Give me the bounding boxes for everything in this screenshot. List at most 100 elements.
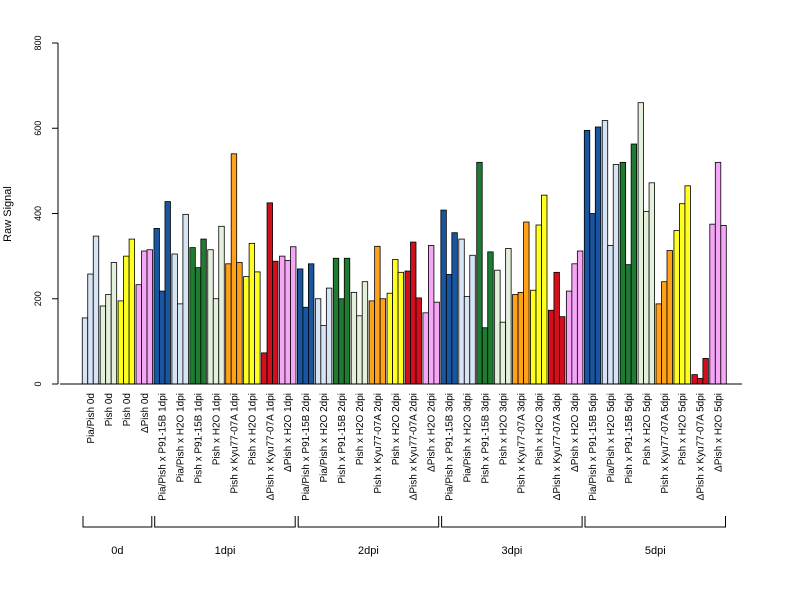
x-tick-label: Pia/Pish 0d [86, 393, 97, 444]
bar [684, 185, 691, 385]
bar [153, 228, 160, 385]
bar [548, 309, 555, 385]
bar [702, 358, 709, 385]
bar [583, 129, 591, 385]
y-axis-label: Raw Signal [2, 186, 14, 242]
y-tick-label: 600 [33, 121, 43, 136]
bar [481, 327, 489, 385]
y-tick-label: 200 [33, 291, 43, 306]
bar [379, 298, 387, 385]
bar [422, 312, 429, 385]
bar [182, 213, 189, 385]
bar [397, 271, 404, 385]
bar [476, 161, 483, 385]
x-tick-label: ΔPish x H2O 3dpi [570, 393, 581, 472]
bar [207, 249, 214, 385]
bar [302, 306, 309, 385]
x-tick-label: Pish x H2O 5dpi [678, 393, 689, 465]
bar [266, 202, 273, 385]
bar [559, 316, 566, 385]
bar [314, 298, 322, 385]
bar [661, 281, 668, 385]
x-tick-label: Pish x P91-15B 3dpi [480, 393, 491, 484]
bar [343, 257, 351, 385]
bar [553, 271, 560, 385]
bar [171, 253, 178, 385]
bar [320, 325, 327, 385]
bar [576, 250, 584, 385]
bar [361, 281, 369, 385]
x-tick-labels: Pia/Pish 0d Pish 0d Pish 0d ΔPish 0d Pia/Pis… [86, 393, 725, 501]
bar [410, 241, 417, 385]
bar [350, 291, 358, 385]
group-label: 3dpi [502, 545, 523, 557]
bar [666, 250, 673, 385]
x-tick-label: ΔPish x Kyu77-07A 2dpi [409, 393, 420, 500]
bar [517, 291, 524, 385]
bar [594, 126, 602, 385]
bar [637, 102, 644, 385]
bar [451, 232, 458, 385]
group-label: 0d [111, 545, 123, 557]
x-tick-label: ΔPish x H2O 1dpi [283, 393, 294, 472]
bar [308, 263, 315, 385]
bar [523, 221, 530, 385]
x-tick-label: Pish x H2O 1dpi [212, 393, 223, 465]
bar [146, 249, 153, 385]
x-tick-label: Pia/Pish x P91-15B 5dpi [588, 393, 599, 501]
bar [123, 255, 130, 385]
bar [189, 247, 196, 385]
bar [236, 262, 243, 385]
bar [284, 259, 291, 385]
bar [440, 209, 447, 385]
x-tick-label: ΔPish 0d [140, 393, 151, 433]
bar [445, 274, 453, 385]
x-tick-label: Pish x H2O 2dpi [391, 393, 402, 465]
x-tick-label: ΔPish x H2O 5dpi [714, 393, 725, 472]
bar [469, 254, 476, 385]
bar [117, 300, 125, 385]
bar [110, 262, 118, 385]
bar [194, 267, 202, 385]
group-label: 5dpi [645, 545, 666, 557]
bar [505, 248, 512, 385]
y-axis: 0 200 400 600 800 [33, 35, 59, 387]
bar [87, 273, 94, 385]
x-tick-label: Pia/Pish x H2O 1dpi [176, 393, 187, 483]
bar [499, 321, 507, 385]
bar [404, 270, 411, 385]
bar [225, 263, 232, 385]
bars [81, 102, 727, 385]
bar [356, 315, 363, 385]
bar [290, 246, 297, 385]
bar [105, 294, 112, 385]
bar [368, 300, 376, 385]
x-tick-label: Pia/Pish x H2O 2dpi [319, 393, 330, 483]
bar [374, 245, 381, 385]
bar [200, 238, 207, 385]
x-tick-label: Pia/Pish x P91-15B 2dpi [301, 393, 312, 501]
bar [655, 303, 662, 385]
bar [589, 213, 596, 385]
bar [530, 289, 537, 385]
group-bracket [584, 516, 726, 528]
bar [648, 182, 655, 385]
bar [714, 161, 722, 385]
x-tick-label: Pish x P91-15B 5dpi [624, 393, 635, 484]
bar [630, 143, 638, 385]
bar [128, 238, 136, 385]
bar [159, 290, 166, 385]
bar [415, 297, 422, 385]
bar [494, 269, 501, 385]
bar [332, 257, 340, 385]
bar [297, 268, 304, 385]
group-bracket [82, 516, 153, 528]
x-tick-label: ΔPish x Kyu77-07A 5dpi [696, 393, 707, 500]
bar [691, 374, 698, 385]
group-bracket [297, 516, 440, 528]
x-tick-label: Pish x Kyu77-07A 5dpi [660, 393, 671, 494]
bar [92, 235, 100, 385]
x-tick-label: Pish x Kyu77-07A 1dpi [229, 393, 240, 494]
y-tick-label: 400 [33, 206, 43, 221]
